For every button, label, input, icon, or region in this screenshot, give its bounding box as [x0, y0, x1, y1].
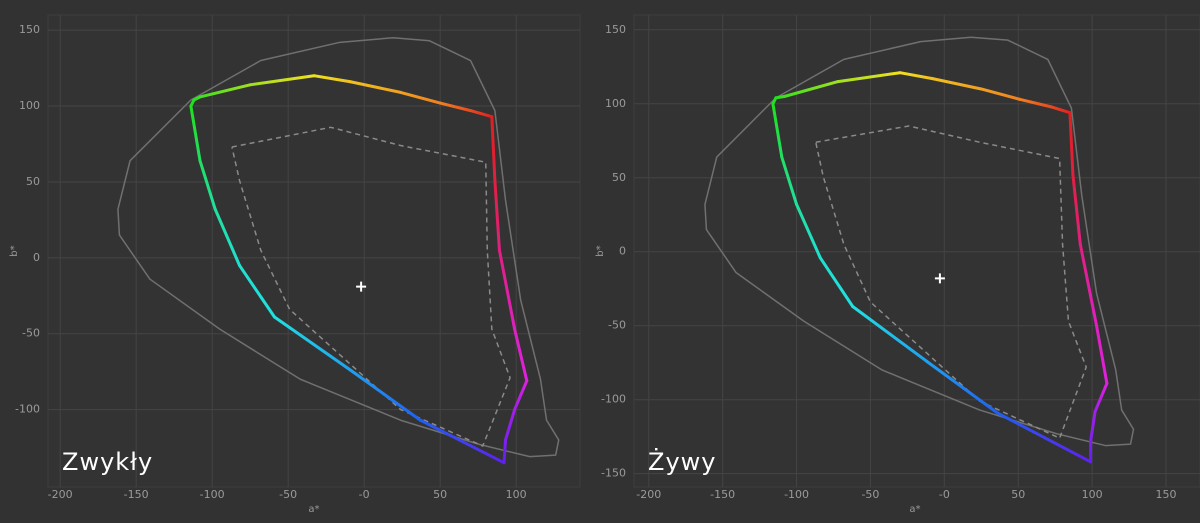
gamut-segment [795, 202, 822, 260]
panel-label: Żywy [648, 447, 716, 476]
gamut-segment [438, 101, 473, 113]
x-tick-label: -100 [784, 488, 809, 501]
y-tick-label: 100 [19, 99, 40, 112]
x-axis-label: a* [909, 504, 920, 515]
reference-gamut [815, 125, 1087, 439]
gamut-segment [1093, 381, 1109, 414]
x-tick-label: -150 [710, 488, 735, 501]
gamut-segment [1078, 242, 1099, 328]
gamut-segment [504, 408, 517, 442]
reference-gamut [231, 126, 511, 447]
y-tick-label: 50 [26, 175, 40, 188]
gamut-segment [238, 263, 276, 319]
spectral-locus [704, 36, 1135, 447]
gamut-segment [818, 256, 855, 308]
y-tick-label: -50 [608, 319, 626, 332]
plot-area [47, 14, 581, 488]
x-tick-label: -0 [939, 488, 950, 501]
x-tick-label: -200 [636, 488, 661, 501]
spectral-locus [117, 37, 560, 458]
gamut-segment [469, 109, 494, 119]
x-tick-label: -50 [861, 488, 879, 501]
x-axis-label: a* [308, 504, 319, 515]
gamut-segment [851, 304, 929, 363]
x-tick-label: -200 [48, 488, 73, 501]
gamut-segment [1089, 410, 1097, 443]
gamut-segment [771, 102, 784, 159]
gamut-segment [272, 315, 352, 372]
gamut-segment [348, 368, 422, 422]
white-point [356, 281, 367, 292]
y-axis-label: b* [9, 245, 20, 256]
gamut-segment [1068, 111, 1075, 177]
x-tick-label: -100 [200, 488, 225, 501]
gamut-segment [1049, 105, 1072, 115]
y-axis-label: b* [595, 245, 606, 256]
gamut-segment [198, 159, 217, 211]
y-tick-label: 0 [619, 245, 626, 258]
y-tick-label: -50 [22, 327, 40, 340]
y-tick-label: 150 [605, 23, 626, 36]
gamut-segment [925, 359, 1000, 415]
gamut-segment [979, 87, 1022, 101]
gamut-segment [399, 90, 442, 105]
gamut-segment [189, 104, 202, 163]
gamut-segment [348, 80, 403, 94]
gamut-segment [1018, 97, 1053, 109]
x-tick-label: -0 [359, 488, 370, 501]
y-tick-label: 50 [612, 171, 626, 184]
gamut-segment [783, 80, 840, 98]
gamut-segment [898, 71, 935, 81]
gamut-segment [1071, 173, 1082, 246]
x-tick-label: 100 [506, 488, 527, 501]
plot-area [633, 14, 1200, 488]
gamut-segment [931, 77, 983, 91]
gamut-segment [490, 115, 497, 182]
x-tick-label: 150 [1156, 488, 1177, 501]
panel-label: Zwykły [62, 448, 153, 476]
gamut-segment [1095, 324, 1109, 385]
y-tick-label: -100 [601, 393, 626, 406]
gamut-segment [513, 379, 529, 412]
gamut-segment [213, 207, 242, 267]
gamut-segment [248, 74, 316, 87]
y-tick-label: -100 [15, 403, 40, 416]
x-tick-label: -50 [279, 488, 297, 501]
x-tick-label: 50 [433, 488, 447, 501]
gamut-segment [497, 248, 517, 331]
gamut-segment [780, 155, 799, 206]
y-tick-label: -150 [601, 467, 626, 480]
white-point [934, 273, 945, 284]
y-tick-label: 100 [605, 97, 626, 110]
gamut-segment [418, 418, 506, 465]
x-tick-label: -150 [124, 488, 149, 501]
gamut-segment [198, 83, 252, 99]
x-tick-label: 100 [1082, 488, 1103, 501]
x-tick-label: 50 [1011, 488, 1025, 501]
gamut-segment [513, 327, 529, 383]
gamut-segment [493, 178, 501, 252]
gamut-segment [996, 411, 1093, 464]
y-tick-label: 150 [19, 23, 40, 36]
gamut-segment [502, 438, 508, 465]
gamut-segment [836, 71, 902, 84]
y-tick-label: 0 [33, 251, 40, 264]
gamut-segment [312, 74, 352, 84]
